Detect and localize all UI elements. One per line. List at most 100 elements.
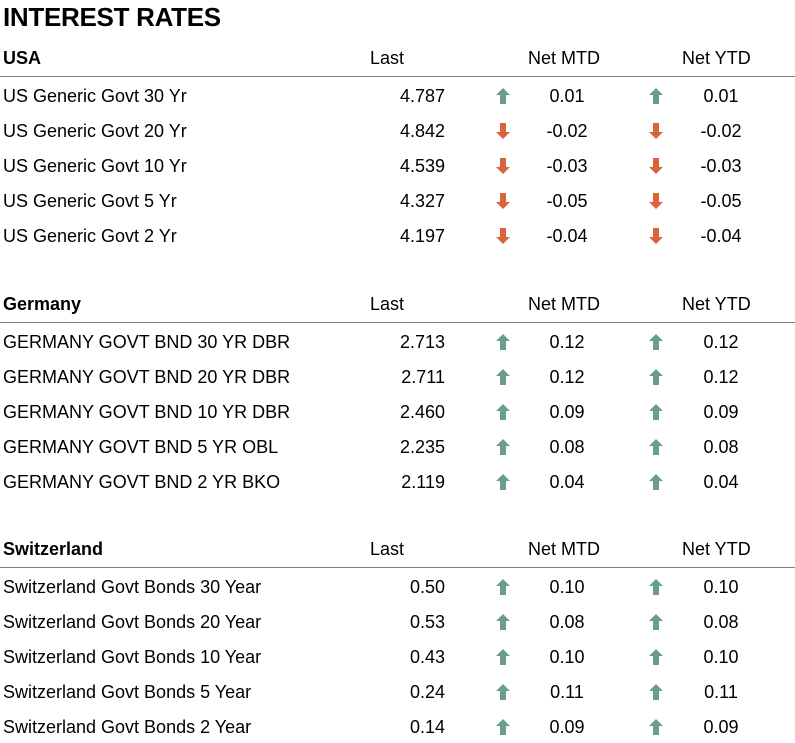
arrow-down-icon <box>495 122 511 140</box>
arrow-up-icon <box>648 718 664 736</box>
net-ytd-value: 0.08 <box>703 612 739 632</box>
last-value: 0.14 <box>409 717 445 737</box>
net-mtd-value: -0.03 <box>546 156 588 176</box>
bond-name: Switzerland Govt Bonds 30 Year <box>3 577 262 597</box>
net-ytd-value: 0.09 <box>703 717 739 737</box>
bond-name: US Generic Govt 2 Yr <box>3 226 177 246</box>
column-header-last: Last <box>370 48 405 68</box>
table-row: GERMANY GOVT BND 20 YR DBR 2.711 0.12 0.12 <box>0 358 795 393</box>
table-row: Switzerland Govt Bonds 2 Year 0.14 0.09 0.0… <box>0 708 795 743</box>
last-value: 2.713 <box>399 332 445 352</box>
bond-name: US Generic Govt 30 Yr <box>3 86 187 106</box>
arrow-up-icon <box>495 87 511 105</box>
net-ytd-value: -0.02 <box>700 121 742 141</box>
table-row: Switzerland Govt Bonds 10 Year 0.43 0.10 0.… <box>0 638 795 673</box>
last-value: 0.53 <box>409 612 445 632</box>
net-mtd-value: 0.08 <box>549 612 585 632</box>
arrow-down-icon <box>648 122 664 140</box>
arrow-up-icon <box>648 368 664 386</box>
arrow-up-icon <box>648 333 664 351</box>
bond-name: US Generic Govt 20 Yr <box>3 121 187 141</box>
net-mtd-value: 0.04 <box>549 472 585 492</box>
net-mtd-value: 0.01 <box>549 86 585 106</box>
last-value: 2.460 <box>399 402 445 422</box>
arrow-up-icon <box>495 368 511 386</box>
arrow-down-icon <box>495 227 511 245</box>
net-ytd-value: 0.10 <box>703 577 739 597</box>
bond-name: GERMANY GOVT BND 10 YR DBR <box>3 402 291 422</box>
net-ytd-value: 0.10 <box>703 647 739 667</box>
net-mtd-value: 0.09 <box>549 717 585 737</box>
column-header-net-mtd: Net MTD <box>528 539 600 559</box>
last-value: 2.235 <box>399 437 445 457</box>
table-row: GERMANY GOVT BND 30 YR DBR 2.713 0.12 0.12 <box>0 323 795 358</box>
column-header-net-mtd: Net MTD <box>528 48 600 68</box>
arrow-up-icon <box>648 87 664 105</box>
section-header: Germany Last Net MTD Net YTD <box>0 290 795 323</box>
net-mtd-value: -0.02 <box>546 121 588 141</box>
arrow-up-icon <box>648 613 664 631</box>
section-switzerland: Switzerland Last Net MTD Net YTD Switzerland… <box>0 535 795 743</box>
net-ytd-value: -0.05 <box>700 191 742 211</box>
last-value: 0.43 <box>409 647 445 667</box>
bond-name: GERMANY GOVT BND 2 YR BKO <box>3 472 281 492</box>
net-mtd-value: -0.05 <box>546 191 588 211</box>
last-value: 0.24 <box>409 682 445 702</box>
net-ytd-value: 0.11 <box>704 682 738 702</box>
last-value: 4.842 <box>399 121 445 141</box>
arrow-up-icon <box>648 683 664 701</box>
arrow-up-icon <box>495 613 511 631</box>
arrow-up-icon <box>648 438 664 456</box>
arrow-up-icon <box>495 718 511 736</box>
table-row: GERMANY GOVT BND 5 YR OBL 2.235 0.08 0.08 <box>0 428 795 463</box>
arrow-up-icon <box>495 438 511 456</box>
bond-name: Switzerland Govt Bonds 2 Year <box>3 717 252 737</box>
net-mtd-value: 0.12 <box>549 332 585 352</box>
net-mtd-value: 0.11 <box>550 682 584 702</box>
column-header-net-ytd: Net YTD <box>682 294 751 314</box>
net-ytd-value: 0.04 <box>703 472 739 492</box>
bond-name: Switzerland Govt Bonds 20 Year <box>3 612 262 632</box>
last-value: 2.711 <box>401 367 445 387</box>
arrow-up-icon <box>495 403 511 421</box>
net-mtd-value: 0.10 <box>549 577 585 597</box>
section-name: Germany <box>3 294 82 314</box>
net-ytd-value: 0.12 <box>703 367 739 387</box>
section-header: Switzerland Last Net MTD Net YTD <box>0 535 795 568</box>
column-header-net-ytd: Net YTD <box>682 48 751 68</box>
section-name: Switzerland <box>3 539 104 559</box>
column-header-net-ytd: Net YTD <box>682 539 751 559</box>
bond-name: Switzerland Govt Bonds 5 Year <box>3 682 252 702</box>
last-value: 2.119 <box>401 472 445 492</box>
net-ytd-value: 0.09 <box>703 402 739 422</box>
bond-name: US Generic Govt 5 Yr <box>3 191 177 211</box>
last-value: 4.539 <box>399 156 445 176</box>
bond-name: GERMANY GOVT BND 20 YR DBR <box>3 367 291 387</box>
column-header-last: Last <box>370 539 405 559</box>
page-title: INTEREST RATES <box>3 2 221 32</box>
last-value: 4.197 <box>399 226 445 246</box>
table-row: US Generic Govt 10 Yr 4.539 -0.03 -0.03 <box>0 147 795 182</box>
arrow-up-icon <box>648 473 664 491</box>
table-row: US Generic Govt 20 Yr 4.842 -0.02 -0.02 <box>0 112 795 147</box>
table-row: Switzerland Govt Bonds 20 Year 0.53 0.08 0.… <box>0 603 795 638</box>
bond-name: GERMANY GOVT BND 5 YR OBL <box>3 437 279 457</box>
arrow-up-icon <box>648 648 664 666</box>
net-ytd-value: 0.12 <box>703 332 739 352</box>
bond-name: US Generic Govt 10 Yr <box>3 156 187 176</box>
arrow-down-icon <box>495 157 511 175</box>
arrow-up-icon <box>495 333 511 351</box>
net-ytd-value: 0.08 <box>703 437 739 457</box>
net-mtd-value: 0.08 <box>549 437 585 457</box>
net-mtd-value: -0.04 <box>546 226 588 246</box>
section-usa: USA Last Net MTD Net YTD US Generic Govt 30 … <box>0 44 795 252</box>
net-mtd-value: 0.10 <box>549 647 585 667</box>
last-value: 4.327 <box>399 191 445 211</box>
arrow-down-icon <box>648 227 664 245</box>
last-value: 4.787 <box>399 86 445 106</box>
table-row: US Generic Govt 5 Yr 4.327 -0.05 -0.05 <box>0 182 795 217</box>
last-value: 0.50 <box>409 577 445 597</box>
table-row: US Generic Govt 2 Yr 4.197 -0.04 -0.04 <box>0 217 795 252</box>
section-germany: Germany Last Net MTD Net YTD GERMANY GOVT BN… <box>0 290 795 498</box>
table-row: GERMANY GOVT BND 10 YR DBR 2.460 0.09 0.09 <box>0 393 795 428</box>
